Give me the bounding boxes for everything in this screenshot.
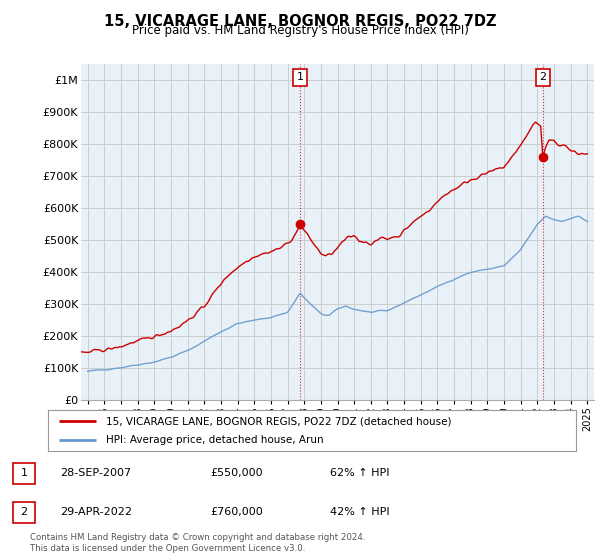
Text: 29-APR-2022: 29-APR-2022	[60, 507, 132, 517]
Text: 1: 1	[296, 72, 304, 82]
Text: £550,000: £550,000	[210, 468, 263, 478]
Text: 2: 2	[539, 72, 547, 82]
Text: 62% ↑ HPI: 62% ↑ HPI	[330, 468, 389, 478]
Text: Price paid vs. HM Land Registry's House Price Index (HPI): Price paid vs. HM Land Registry's House …	[131, 24, 469, 37]
Text: Contains HM Land Registry data © Crown copyright and database right 2024.
This d: Contains HM Land Registry data © Crown c…	[30, 533, 365, 553]
Text: 15, VICARAGE LANE, BOGNOR REGIS, PO22 7DZ (detached house): 15, VICARAGE LANE, BOGNOR REGIS, PO22 7D…	[106, 417, 452, 426]
Text: HPI: Average price, detached house, Arun: HPI: Average price, detached house, Arun	[106, 435, 324, 445]
Text: 1: 1	[20, 468, 28, 478]
Text: 42% ↑ HPI: 42% ↑ HPI	[330, 507, 389, 517]
Text: 15, VICARAGE LANE, BOGNOR REGIS, PO22 7DZ: 15, VICARAGE LANE, BOGNOR REGIS, PO22 7D…	[104, 14, 496, 29]
Text: 2: 2	[20, 507, 28, 517]
Text: £760,000: £760,000	[210, 507, 263, 517]
Text: 28-SEP-2007: 28-SEP-2007	[60, 468, 131, 478]
